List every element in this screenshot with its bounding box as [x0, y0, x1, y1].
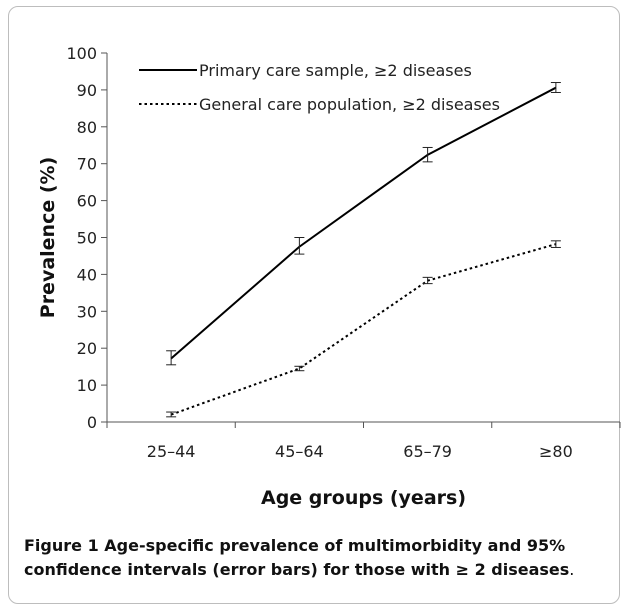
y-tick-label: 0: [87, 413, 97, 432]
line-chart: 0 10 20 30 40 50 60 70 80 90 100 25–44 45–64 65–79 ≥8…: [37, 44, 621, 509]
error-bar: [166, 411, 177, 418]
x-tick-label: 65–79: [403, 442, 452, 461]
figure-caption: Figure 1 Age-specific prevalence of mult…: [24, 534, 614, 582]
error-bar: [422, 276, 433, 285]
legend-label-2: General care population, ≥2 diseases: [199, 95, 500, 114]
figure-frame: [8, 6, 620, 604]
figure-caption-period: .: [569, 560, 575, 579]
x-tick-label: 25–44: [147, 442, 196, 461]
y-tick-label: 50: [77, 229, 97, 248]
y-tick-label: 60: [77, 192, 97, 211]
x-axis-title: Age groups (years): [261, 487, 466, 509]
y-tick-label: 80: [77, 118, 97, 137]
figure-number: Figure 1: [24, 536, 99, 555]
error-bar: [422, 146, 433, 163]
figure-caption-text: Age-specific prevalence of multimorbidit…: [24, 536, 570, 579]
series-layer: [166, 82, 561, 418]
series-line-1: [170, 86, 557, 360]
y-tick-label: 100: [66, 44, 97, 63]
y-tick-label: 70: [77, 155, 97, 174]
error-bar: [294, 237, 305, 255]
x-tick-label: 45–64: [275, 442, 324, 461]
x-tick-label: ≥80: [539, 442, 573, 461]
error-bar: [550, 240, 561, 248]
y-tick-label: 10: [77, 376, 97, 395]
y-tick-label: 20: [77, 339, 97, 358]
x-axis: 25–44 45–64 65–79 ≥80: [106, 421, 621, 461]
series-line-2: [170, 243, 557, 416]
y-tick-label: 40: [77, 265, 97, 284]
legend: Primary care sample, ≥2 diseases General …: [139, 61, 500, 114]
y-axis-title: Prevalence (%): [37, 157, 59, 318]
error-bar: [166, 350, 177, 366]
y-tick-label: 30: [77, 302, 97, 321]
y-axis: 0 10 20 30 40 50 60 70 80 90 100: [66, 44, 108, 432]
error-bar: [550, 82, 561, 93]
y-tick-label: 90: [77, 81, 97, 100]
error-bar: [294, 365, 305, 372]
legend-label-1: Primary care sample, ≥2 diseases: [199, 61, 472, 80]
